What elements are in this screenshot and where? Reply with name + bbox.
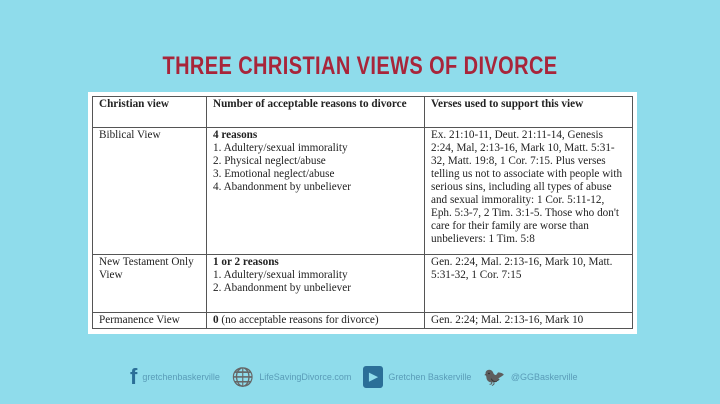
view-cell: New Testament Only View [92, 254, 207, 313]
globe-icon: 🌐 [231, 366, 255, 387]
divorce-views-table: Christian view Number of acceptable reas… [92, 96, 633, 329]
header-view: Christian view [92, 96, 207, 128]
footer-label: Gretchen Baskerville [388, 372, 472, 382]
table-row: Biblical View 4 reasons 1. Adultery/sexu… [92, 127, 633, 255]
footer-youtube[interactable]: ▶ Gretchen Baskerville [363, 366, 471, 388]
reasons-cell: 1 or 2 reasons 1. Adultery/sexual immora… [206, 254, 425, 313]
header-verses: Verses used to support this view [424, 96, 633, 128]
verses-cell: Gen. 2:24; Mal. 2:13-16, Mark 10 [424, 312, 633, 329]
verses-cell: Ex. 21:10-11, Deut. 21:11-14, Genesis 2:… [424, 127, 633, 255]
table-row: Permanence View 0 (no acceptable reasons… [92, 312, 633, 329]
page-title: THREE CHRISTIAN VIEWS OF DIVORCE [162, 52, 558, 80]
social-footer: f gretchenbaskerville 🌐 LifeSavingDivorce.… [130, 364, 577, 390]
verses-cell: Gen. 2:24, Mal. 2:13-16, Mark 10, Matt. … [424, 254, 633, 313]
reason-item: 2. Physical neglect/abuse [213, 155, 326, 167]
reasons-cell: 4 reasons 1. Adultery/sexual immorality … [206, 127, 425, 255]
reason-count: 4 reasons [213, 129, 258, 141]
footer-twitter[interactable]: 🐦 @GGBaskerville [483, 367, 577, 388]
youtube-icon: ▶ [363, 366, 384, 388]
reason-item: 1. Adultery/sexual immorality [213, 142, 348, 154]
reason-item: 2. Abandonment by unbeliever [213, 282, 351, 294]
footer-facebook[interactable]: f gretchenbaskerville [130, 364, 220, 390]
header-reasons: Number of acceptable reasons to divorce [206, 96, 425, 128]
reasons-cell: 0 (no acceptable reasons for divorce) [206, 312, 425, 329]
twitter-icon: 🐦 [483, 366, 506, 387]
footer-label: LifeSavingDivorce.com [259, 372, 352, 382]
facebook-icon: f [130, 364, 138, 389]
footer-label: gretchenbaskerville [142, 372, 220, 382]
reason-count: 1 or 2 reasons [213, 256, 279, 268]
footer-label: @GGBaskerville [510, 372, 578, 382]
reason-item: 4. Abandonment by unbeliever [213, 181, 351, 193]
table-header-row: Christian view Number of acceptable reas… [92, 96, 633, 128]
reason-item: 1. Adultery/sexual immorality [213, 269, 348, 281]
table-card: Christian view Number of acceptable reas… [88, 92, 637, 334]
view-cell: Permanence View [92, 312, 207, 329]
table-row: New Testament Only View 1 or 2 reasons 1… [92, 254, 633, 313]
reason-count: 0 [213, 314, 219, 326]
footer-website[interactable]: 🌐 LifeSavingDivorce.com [232, 367, 351, 388]
reason-note: (no acceptable reasons for divorce) [218, 314, 379, 326]
reason-item: 3. Emotional neglect/abuse [213, 168, 335, 180]
view-cell: Biblical View [92, 127, 207, 255]
